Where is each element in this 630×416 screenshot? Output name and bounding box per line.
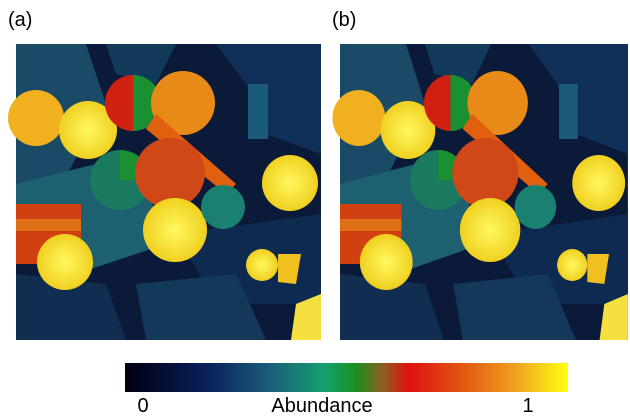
panel-label: (a) (8, 9, 32, 31)
colorbar-label: Abundance (271, 395, 372, 416)
abundance-map (8, 44, 321, 340)
figure: (a) (b) 0 Abundance 1 (0, 0, 630, 416)
colorbar-tick: 1 (522, 395, 533, 416)
colorbar (125, 363, 568, 392)
colorbar-tick: 0 (137, 395, 148, 416)
abundance-map (332, 44, 627, 340)
panel-label: (b) (332, 9, 356, 31)
